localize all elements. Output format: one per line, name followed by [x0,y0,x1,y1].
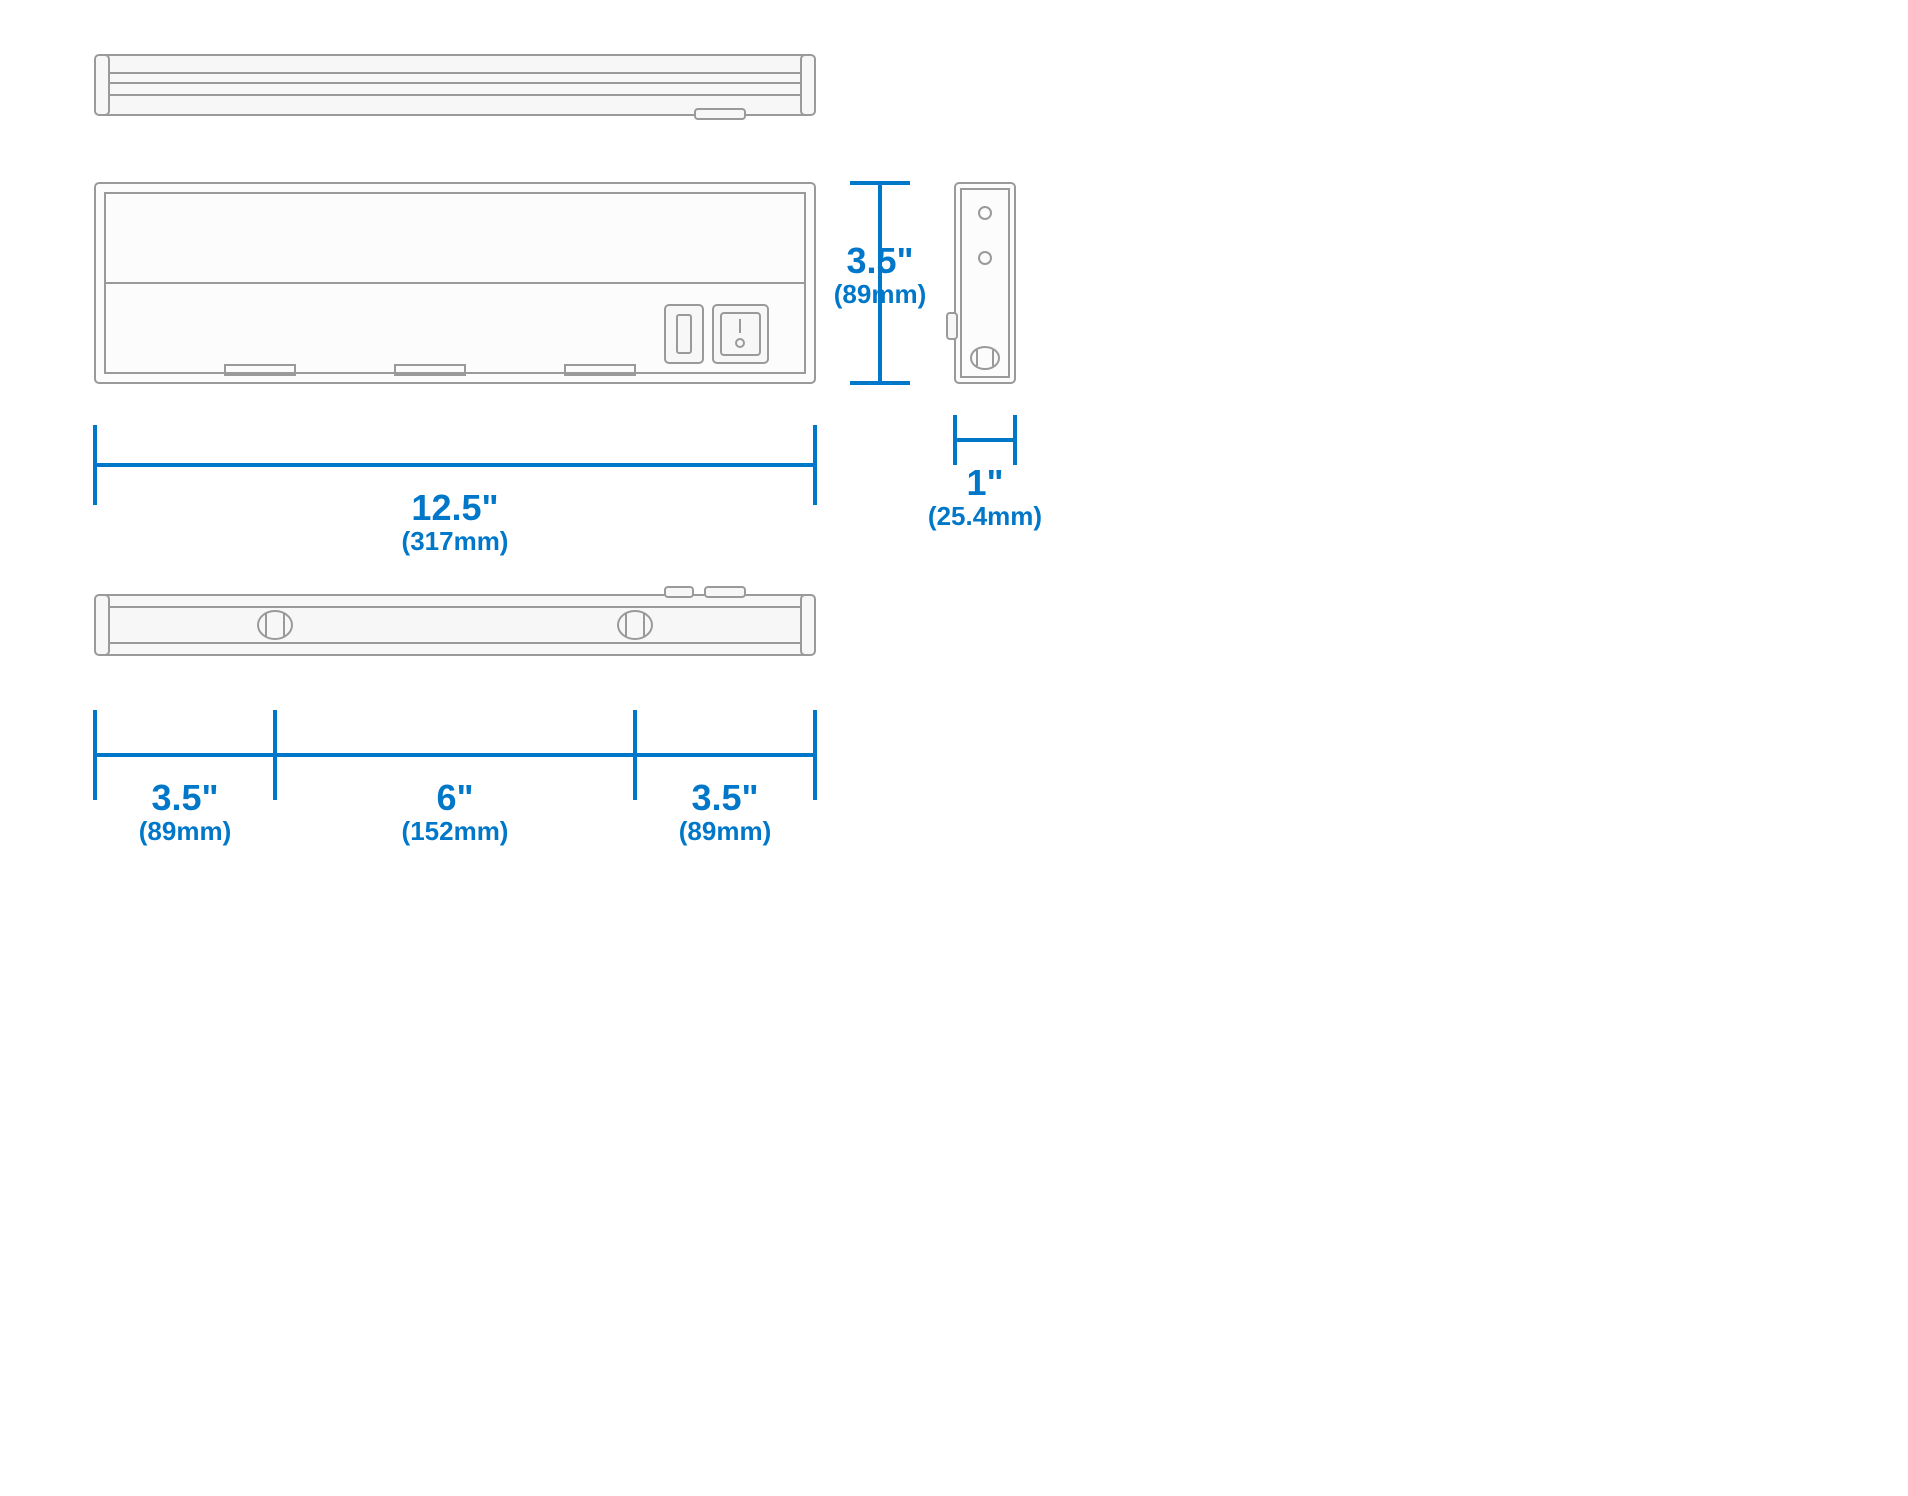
view-front [95,55,815,119]
label-seg-mid-main: 6" [436,777,473,818]
view-back [95,587,815,655]
label-seg-left-sub: (89mm) [139,816,231,846]
label-width-total-main: 12.5" [411,487,498,528]
label-seg-mid-sub: (152mm) [402,816,509,846]
label-depth-main: 1" [966,462,1003,503]
view-end [947,183,1015,383]
label-seg-right-sub: (89mm) [679,816,771,846]
label-seg-right-main: 3.5" [691,777,758,818]
view-top [95,183,815,383]
label-seg-left-main: 3.5" [151,777,218,818]
dim-depth [955,415,1015,465]
label-depth-sub: (25.4mm) [928,501,1042,531]
label-height-main: 3.5" [846,240,913,281]
label-height-sub: (89mm) [834,279,926,309]
label-width-total-sub: (317mm) [402,526,509,556]
